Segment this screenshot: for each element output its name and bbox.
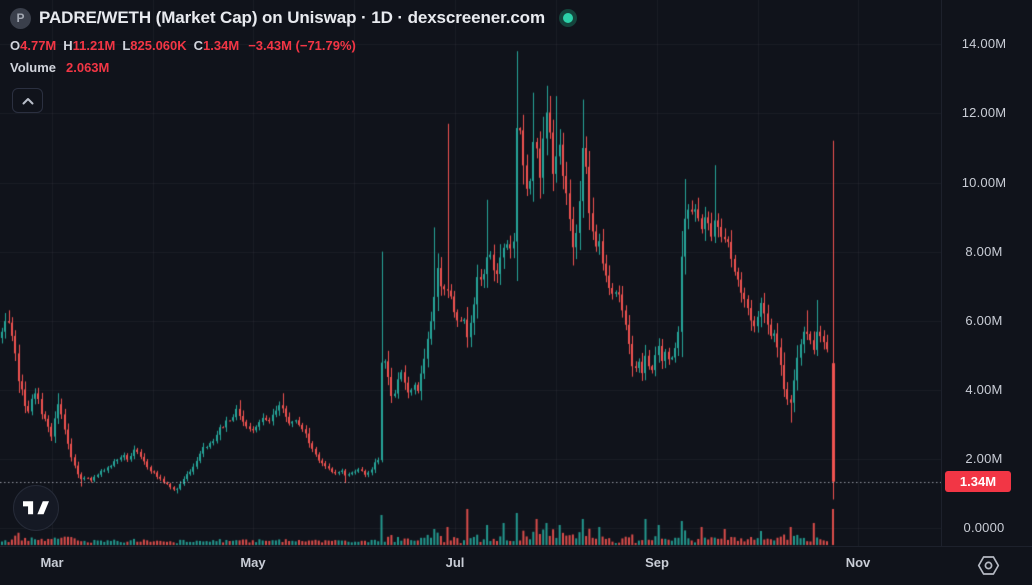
settings-gear-icon[interactable] [977,555,1000,576]
legend-title-row: P PADRE/WETH (Market Cap) on Uniswap · 1… [10,6,577,30]
high-label: H [63,38,73,53]
tradingview-logo-icon [23,500,49,514]
volume-value: 2.063M [66,60,110,75]
low-value: 825.060K [130,38,187,53]
close-value: 1.34M [203,38,240,53]
legend-collapse-button[interactable] [12,88,43,113]
price-tick-label: 10.00M [961,174,1007,190]
volume-row: Volume 2.063M [10,60,577,75]
price-tick-label: 6.00M [965,312,1003,328]
open-value: 4.77M [20,38,57,53]
time-axis[interactable]: Mar May Jul Sep Nov [0,546,1032,585]
low-label: L [122,38,131,53]
time-axis-label: May [240,555,266,570]
last-price-badge: 1.34M [945,471,1011,492]
chart-title: PADRE/WETH (Market Cap) on Uniswap · 1D … [39,8,545,27]
time-axis-label: Jul [445,555,465,570]
ohlc-values-row: O4.77M H11.21M L825.060K C1.34M −3.43M (−71.… [10,38,577,53]
chevron-up-icon [22,97,33,104]
price-tick-label: 8.00M [965,243,1003,259]
time-axis-label: Mar [40,555,64,570]
high-value: 11.21M [72,38,116,53]
price-tick-label: 14.00M [961,36,1007,52]
price-tick-label: 2.00M [965,450,1003,466]
chart-legend: P PADRE/WETH (Market Cap) on Uniswap · 1… [10,6,577,75]
price-axis[interactable]: 1.34M 14.00M 12.00M 10.00M 8.00M 6.00M 4.00M 2… [941,0,1032,546]
volume-label: Volume [10,60,56,75]
time-axis-label: Nov [845,555,871,570]
time-axis-label: Sep [645,555,669,570]
tradingview-logo[interactable] [13,485,59,531]
open-label: O [10,38,21,53]
token-logo-icon: P [10,7,31,29]
price-tick-label: 4.00M [965,381,1003,397]
close-label: C [193,38,204,53]
price-tick-label: 0.0000 [963,520,1005,535]
live-status-dot-icon [559,9,577,27]
price-tick-label: 12.00M [961,105,1007,121]
price-chart-canvas[interactable] [0,0,941,546]
change-value: −3.43M (−71.79%) [248,38,356,53]
